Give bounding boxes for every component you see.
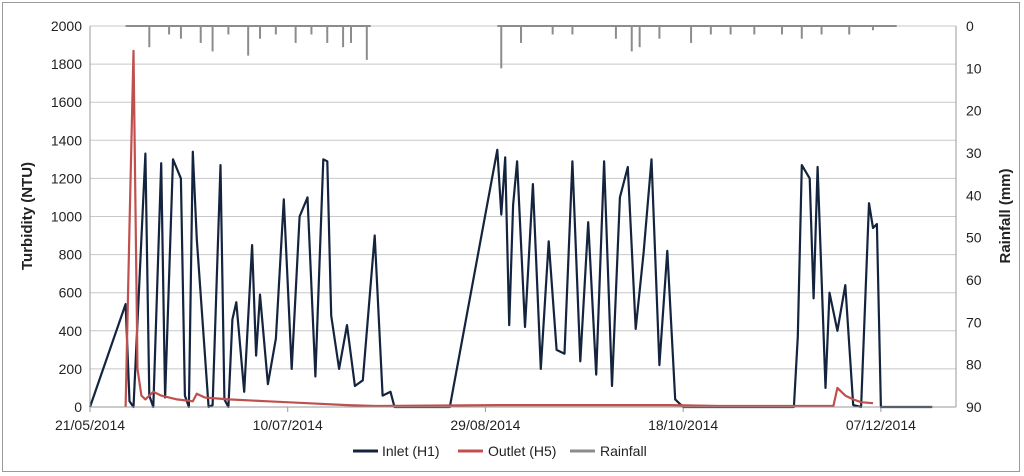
y2-tick-label: 90 bbox=[966, 399, 982, 415]
legend-label-rainfall: Rainfall bbox=[600, 443, 647, 459]
x-axis-ticks: 21/05/2014 10/07/2014 29/08/2014 18/10/2014… bbox=[55, 407, 916, 433]
legend-label-outlet: Outlet (H5) bbox=[488, 443, 556, 459]
y-tick-label: 200 bbox=[59, 361, 83, 377]
x-tick-label: 29/08/2014 bbox=[450, 417, 520, 433]
x-tick-label: 21/05/2014 bbox=[55, 417, 125, 433]
legend-label-inlet: Inlet (H1) bbox=[382, 443, 440, 459]
series-rainfall bbox=[125, 25, 897, 69]
y2-tick-label: 30 bbox=[966, 145, 982, 161]
series bbox=[88, 25, 933, 409]
x-tick-label: 18/10/2014 bbox=[648, 417, 718, 433]
y-tick-label: 2000 bbox=[51, 18, 82, 34]
y-tick-label: 600 bbox=[59, 285, 83, 301]
y2-tick-label: 60 bbox=[966, 272, 982, 288]
y-tick-label: 1200 bbox=[51, 170, 82, 186]
y-tick-label: 1400 bbox=[51, 132, 82, 148]
y-tick-label: 1800 bbox=[51, 56, 82, 72]
y-tick-label: 0 bbox=[74, 399, 82, 415]
y-axis-ticks: 0 200 400 600 800 1000 1200 1400 1600 1800 2000 bbox=[51, 18, 82, 415]
x-tick-label: 10/07/2014 bbox=[253, 417, 323, 433]
y2-axis-ticks: 0 10 20 30 40 50 60 70 80 90 bbox=[966, 18, 982, 415]
y-tick-label: 800 bbox=[59, 247, 83, 263]
y-tick-label: 1000 bbox=[51, 209, 82, 225]
y2-tick-label: 40 bbox=[966, 187, 982, 203]
series-line-inlet bbox=[88, 148, 933, 409]
y-tick-label: 400 bbox=[59, 323, 83, 339]
y2-tick-label: 20 bbox=[966, 103, 982, 119]
y2-tick-label: 10 bbox=[966, 60, 982, 76]
y2-axis-title: Rainfall (mm) bbox=[997, 168, 1014, 263]
y-axis-title: Turbidity (NTU) bbox=[19, 162, 36, 270]
x-tick-label: 07/12/2014 bbox=[846, 417, 916, 433]
series-line-outlet bbox=[124, 49, 874, 408]
y2-tick-label: 80 bbox=[966, 357, 982, 373]
y2-tick-label: 50 bbox=[966, 230, 982, 246]
y-tick-label: 1600 bbox=[51, 94, 82, 110]
legend: Inlet (H1) Outlet (H5) Rainfall bbox=[353, 443, 647, 459]
y2-tick-label: 0 bbox=[966, 18, 974, 34]
y2-tick-label: 70 bbox=[966, 314, 982, 330]
